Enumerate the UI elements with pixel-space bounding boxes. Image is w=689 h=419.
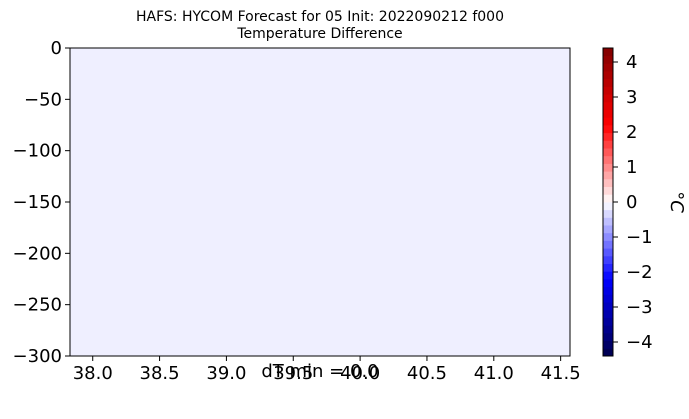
colorbar-band [603,248,613,257]
x-tick-label: 38.5 [140,363,180,384]
colorbar-tick-label: −3 [626,297,653,318]
y-tick-label: −50 [24,89,62,110]
colorbar-band [603,186,613,195]
colorbar-band [603,125,613,134]
colorbar-tick-label: −4 [626,332,653,353]
colorbar-band [603,209,613,218]
colorbar-band [603,117,613,126]
colorbar-band [603,286,613,295]
colorbar-band [603,271,613,280]
colorbar-band [603,263,613,272]
colorbar-band [603,55,613,64]
colorbar-band [603,317,613,326]
colorbar-band [603,78,613,87]
y-tick-label: 0 [51,38,62,59]
x-tick-label: 38.0 [73,363,113,384]
colorbar-tick-label: 4 [626,52,637,73]
colorbar-band [603,325,613,334]
colorbar-band [603,155,613,164]
colorbar-band [603,279,613,288]
colorbar-band [603,202,613,211]
colorbar-label: °C [666,191,687,213]
colorbar-tick-label: 3 [626,87,637,108]
colorbar-band [603,348,613,357]
y-tick-label: −150 [13,192,62,213]
colorbar-band [603,94,613,103]
colorbar-band [603,48,613,57]
colorbar-band [603,63,613,72]
colorbar-band [603,178,613,187]
colorbar-band [603,225,613,234]
colorbar-axis: −4 −3 −2 −1 0 1 2 3 4 [613,52,653,353]
colorbar-band [603,71,613,80]
colorbar-band [603,302,613,311]
heatmap-field [70,48,570,356]
y-tick-label: −300 [13,346,62,367]
colorbar-tick-label: −1 [626,227,653,248]
colorbar-band [603,140,613,149]
x-tick-label: 41.0 [474,363,514,384]
colorbar-band [603,86,613,95]
x-tick-label: 41.5 [541,363,581,384]
colorbar-band [603,171,613,180]
colorbar-band [603,255,613,264]
colorbar-band [603,194,613,203]
y-axis: 0 −50 −100 −150 −200 −250 −300 [13,38,70,367]
colorbar-band [603,109,613,118]
y-tick-label: −100 [13,141,62,162]
colorbar-band [603,101,613,110]
x-tick-label: 39.5 [273,363,313,384]
colorbar-tick-label: 2 [626,122,637,143]
y-tick-label: −200 [13,243,62,264]
chart-subtitle: Temperature Difference [236,26,402,42]
x-tick-label: 40.0 [340,363,380,384]
colorbar-tick-label: 0 [626,192,637,213]
colorbar-tick-label: −2 [626,262,653,283]
colorbar-band [603,332,613,341]
x-tick-label: 40.5 [407,363,447,384]
x-tick-label: 39.0 [206,363,246,384]
colorbar-band [603,232,613,241]
colorbar-band [603,148,613,157]
x-axis-label: dT min = 0.0 [261,361,378,382]
y-tick-label: −250 [13,295,62,316]
x-axis: 38.0 38.5 39.0 39.5 40.0 40.5 41.0 41.5 [73,356,581,384]
colorbar-tick-label: 1 [626,157,637,178]
colorbar [602,47,614,357]
colorbar-band [603,163,613,172]
chart-title: HAFS: HYCOM Forecast for 05 Init: 202209… [136,9,504,25]
colorbar-band [603,132,613,141]
colorbar-band [603,294,613,303]
colorbar-band [603,217,613,226]
colorbar-band [603,309,613,318]
colorbar-band [603,340,613,349]
colorbar-band [603,240,613,249]
